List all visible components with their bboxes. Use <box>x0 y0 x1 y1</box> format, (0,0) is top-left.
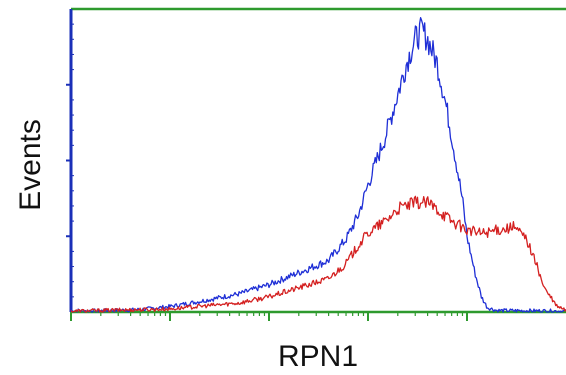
axis-ticks <box>66 23 468 321</box>
series-line-1 <box>70 17 566 313</box>
y-axis-title: Events <box>14 119 47 211</box>
series-line-2 <box>70 195 566 313</box>
series-layer <box>70 17 566 313</box>
x-axis-title: RPN1 <box>278 340 358 373</box>
